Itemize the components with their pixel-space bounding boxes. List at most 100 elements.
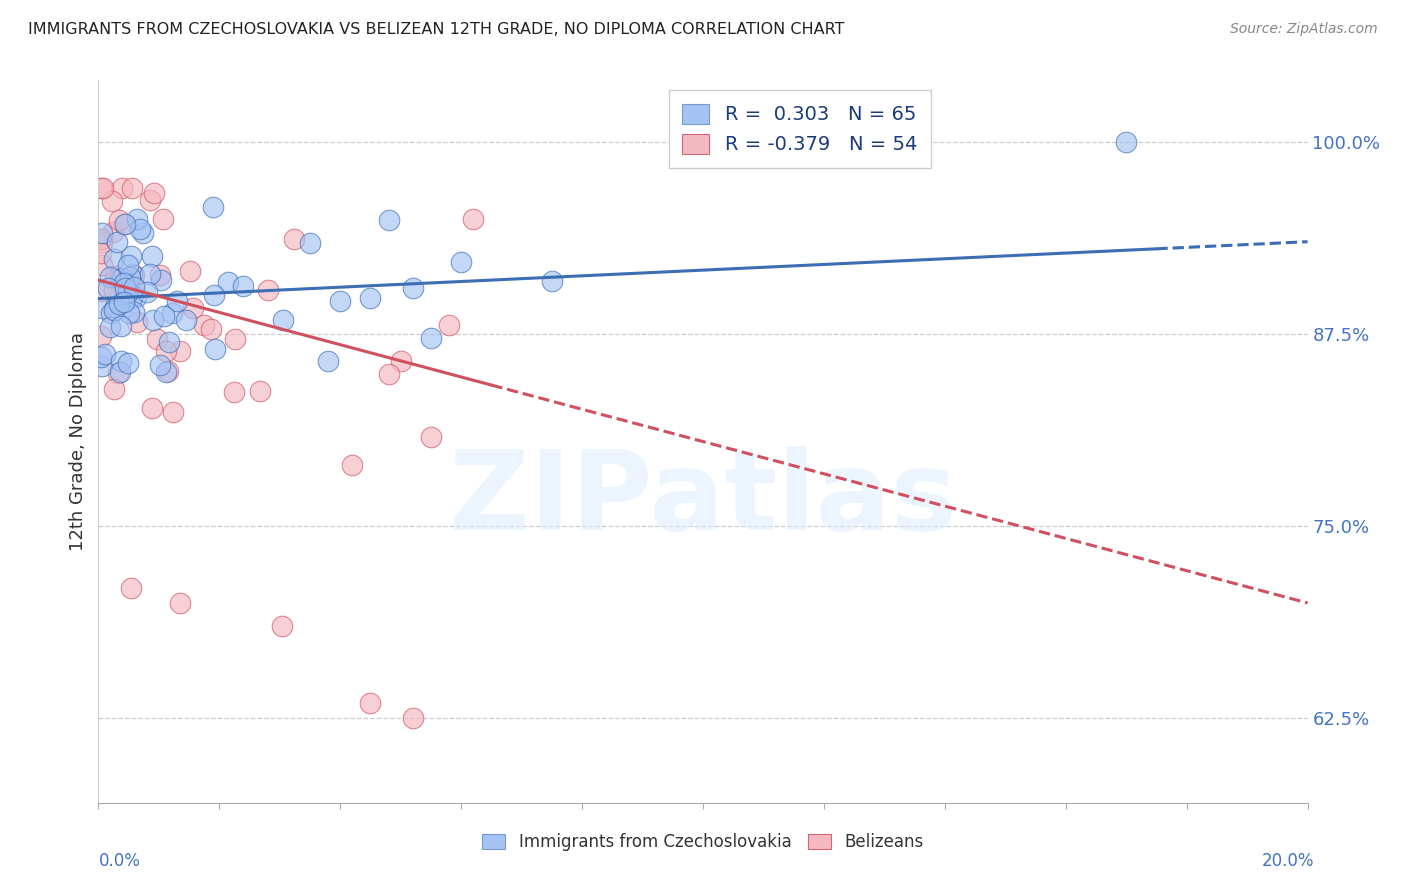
Point [142,313,165,327]
Point [157,334,180,349]
Point [149,268,172,282]
Point [145,332,167,346]
Point [120,581,142,595]
Text: ZIPatlas: ZIPatlas [449,446,957,553]
Point [90,235,112,249]
Point [132,226,155,240]
Point [149,358,172,372]
Point [540,274,562,288]
Point [450,255,472,269]
Point [271,313,294,327]
Point [111,181,134,195]
Point [97,281,120,295]
Text: Source: ZipAtlas.com: Source: ZipAtlas.com [1230,22,1378,37]
Point [143,186,166,200]
Point [316,354,339,368]
Point [157,364,180,378]
Point [90,328,112,343]
Point [152,309,174,323]
Point [112,217,135,231]
Text: 20.0%: 20.0% [1263,852,1315,870]
Point [125,211,148,226]
Point [224,384,246,399]
Point [166,294,188,309]
Point [217,275,239,289]
Point [104,300,127,314]
Point [110,319,132,334]
Point [90,181,112,195]
Point [115,289,138,303]
Point [114,281,136,295]
Point [91,359,114,373]
Point [118,269,141,284]
Point [103,303,125,318]
Point [98,269,121,284]
Point [100,306,122,320]
Point [162,405,184,419]
Point [342,458,364,472]
Point [122,280,145,294]
Point [101,194,124,209]
Point [193,318,215,333]
Point [136,285,159,300]
Point [117,356,139,370]
Point [402,280,425,294]
Point [437,318,460,332]
Point [152,211,174,226]
Point [121,181,143,195]
Point [155,344,177,359]
Point [204,342,226,356]
Point [103,252,125,266]
Point [122,305,145,319]
Point [108,212,131,227]
Point [94,347,117,361]
Point [107,366,129,380]
Point [141,401,163,415]
Point [90,350,112,364]
Legend: Immigrants from Czechoslovakia, Belizeans: Immigrants from Czechoslovakia, Belizean… [474,825,932,860]
Point [118,306,141,320]
Point [91,227,114,241]
Point [114,217,136,231]
Point [103,302,125,317]
Point [139,268,162,282]
Point [103,283,125,297]
Point [149,273,172,287]
Point [420,430,443,444]
Point [117,258,139,272]
Point [179,263,201,277]
Point [101,225,124,239]
Point [377,367,399,381]
Point [141,249,163,263]
Point [181,301,204,316]
Point [463,211,485,226]
Point [271,619,294,633]
Point [155,365,177,379]
Point [111,281,134,295]
Point [283,232,305,246]
Point [90,246,112,260]
Point [108,297,131,311]
Point [200,322,222,336]
Point [117,285,139,300]
Point [224,332,246,346]
Point [360,291,382,305]
Point [108,272,131,286]
Point [128,221,150,235]
Text: 0.0%: 0.0% [98,852,141,870]
Point [389,354,412,368]
Point [420,331,443,345]
Text: IMMIGRANTS FROM CZECHOSLOVAKIA VS BELIZEAN 12TH GRADE, NO DIPLOMA CORRELATION CH: IMMIGRANTS FROM CZECHOSLOVAKIA VS BELIZE… [28,22,845,37]
Point [138,194,160,208]
Point [90,284,112,298]
Point [98,319,121,334]
Point [204,288,226,302]
Point [110,365,132,379]
Point [105,300,128,314]
Point [1115,135,1137,149]
Point [112,276,135,290]
Point [103,382,125,396]
Point [121,290,143,304]
Point [105,235,128,249]
Point [127,315,149,329]
